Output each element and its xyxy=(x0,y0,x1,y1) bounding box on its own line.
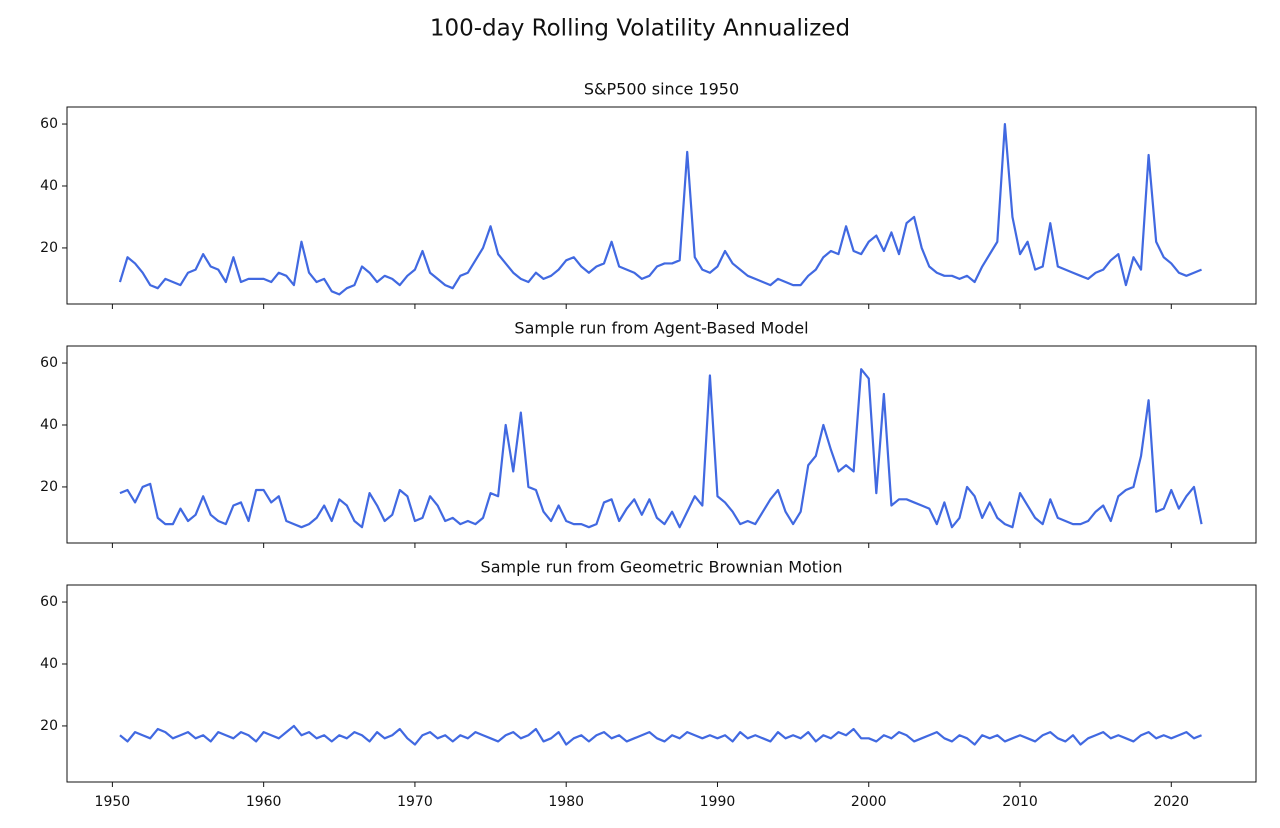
x-tick-label: 2010 xyxy=(1002,794,1038,810)
y-tick-label: 20 xyxy=(40,718,58,734)
figure-title: 100-day Rolling Volatility Annualized xyxy=(430,16,850,42)
x-tick-label: 1990 xyxy=(700,794,736,810)
x-tick-label: 1950 xyxy=(95,794,131,810)
y-tick-label: 20 xyxy=(40,479,58,495)
y-tick-label: 60 xyxy=(40,355,58,371)
data-line xyxy=(119,724,1202,746)
x-tick-label: 1960 xyxy=(246,794,282,810)
subplot-title: S&P500 since 1950 xyxy=(584,80,739,99)
subplot-title: Sample run from Geometric Brownian Motio… xyxy=(481,558,843,577)
subplot-title: Sample run from Agent-Based Model xyxy=(514,319,808,338)
y-tick-label: 20 xyxy=(40,240,58,256)
data-line xyxy=(119,368,1203,529)
y-tick-label: 40 xyxy=(40,417,58,433)
x-tick-label: 2000 xyxy=(851,794,887,810)
y-tick-label: 40 xyxy=(40,656,58,672)
x-tick-label: 2020 xyxy=(1153,794,1189,810)
plot-frame xyxy=(66,584,1257,783)
plot-frame xyxy=(66,106,1257,305)
y-tick-label: 60 xyxy=(40,116,58,132)
y-tick-label: 40 xyxy=(40,178,58,194)
x-tick-label: 1970 xyxy=(397,794,433,810)
data-line xyxy=(118,122,1202,296)
x-tick-label: 1980 xyxy=(548,794,584,810)
plot-frame xyxy=(66,345,1257,544)
y-tick-label: 60 xyxy=(40,594,58,610)
